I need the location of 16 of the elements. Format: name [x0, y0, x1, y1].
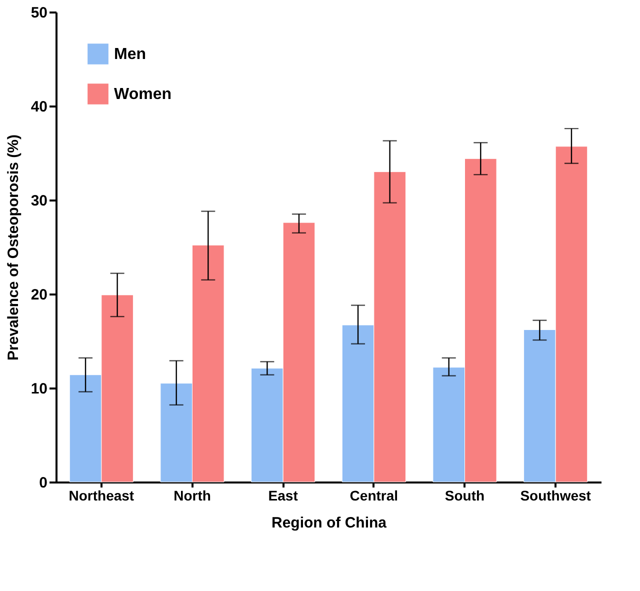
y-tick-label: 0 [39, 474, 48, 492]
x-tick-label: Southwest [520, 488, 592, 504]
x-tick-label: East [268, 488, 298, 504]
y-axis-title: Prevalence of Osteoporosis (%) [4, 134, 22, 360]
legend-label: Men [114, 46, 146, 63]
y-tick-label: 10 [30, 380, 48, 398]
x-tick-label: Central [350, 488, 398, 504]
y-tick-label: 20 [30, 286, 48, 304]
y-tick-label: 50 [30, 4, 48, 22]
x-axis-title: Region of China [272, 514, 388, 532]
x-tick-label: North [174, 488, 211, 504]
x-tick-label: Northeast [68, 488, 134, 504]
x-tick-label: South [444, 488, 485, 504]
y-tick-label: 40 [30, 98, 48, 116]
y-tick-label: 30 [30, 192, 48, 210]
legend-label: Women [114, 86, 172, 103]
